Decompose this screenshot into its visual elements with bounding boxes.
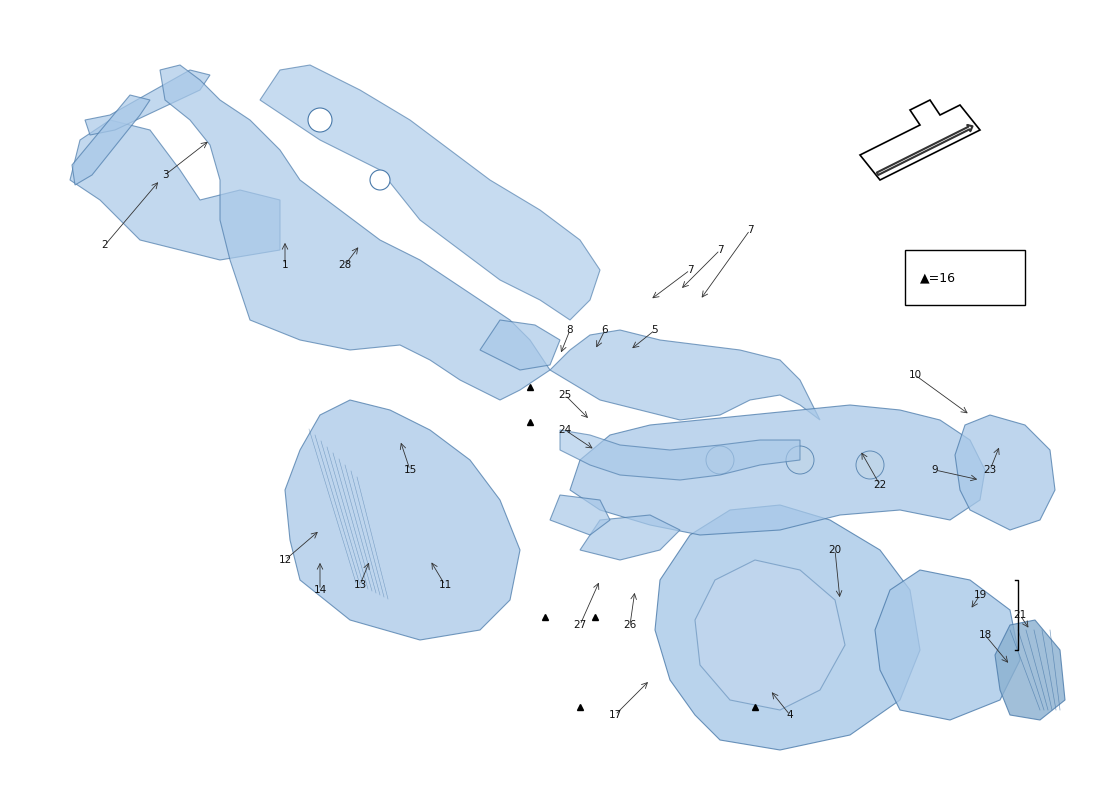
Polygon shape [70, 120, 280, 260]
Text: 8: 8 [566, 325, 573, 335]
Polygon shape [160, 65, 550, 400]
Text: 22: 22 [873, 480, 887, 490]
Polygon shape [955, 415, 1055, 530]
Text: 12: 12 [278, 555, 292, 565]
Polygon shape [85, 70, 210, 135]
Polygon shape [560, 430, 800, 480]
Text: 9: 9 [932, 465, 938, 475]
Text: 5: 5 [651, 325, 658, 335]
Polygon shape [570, 405, 984, 535]
Text: 6: 6 [602, 325, 608, 335]
Text: 11: 11 [439, 580, 452, 590]
Text: ▲=16: ▲=16 [920, 271, 956, 285]
Text: 18: 18 [978, 630, 991, 640]
Text: 28: 28 [339, 260, 352, 270]
Polygon shape [72, 95, 150, 185]
Circle shape [786, 446, 814, 474]
Polygon shape [695, 560, 845, 710]
Text: 19: 19 [974, 590, 987, 600]
Text: 20: 20 [828, 545, 842, 555]
Text: 7: 7 [686, 265, 693, 275]
Text: 25: 25 [559, 390, 572, 400]
Text: 7: 7 [717, 245, 724, 255]
Polygon shape [874, 570, 1020, 720]
Circle shape [706, 446, 734, 474]
Circle shape [856, 451, 884, 479]
Text: 3: 3 [162, 170, 168, 180]
Polygon shape [580, 515, 680, 560]
Text: 17: 17 [608, 710, 622, 720]
Polygon shape [550, 330, 820, 420]
Text: 15: 15 [404, 465, 417, 475]
Text: 26: 26 [624, 620, 637, 630]
Text: 7: 7 [747, 225, 754, 235]
Text: 21: 21 [1013, 610, 1026, 620]
Text: 1: 1 [282, 260, 288, 270]
Polygon shape [285, 400, 520, 640]
Text: 4: 4 [786, 710, 793, 720]
Text: 23: 23 [983, 465, 997, 475]
Text: 24: 24 [559, 425, 572, 435]
Text: 14: 14 [314, 585, 327, 595]
Polygon shape [860, 100, 980, 180]
Text: 13: 13 [353, 580, 366, 590]
Circle shape [370, 170, 390, 190]
Polygon shape [480, 320, 560, 370]
Text: 27: 27 [573, 620, 586, 630]
Polygon shape [996, 620, 1065, 720]
Polygon shape [550, 495, 610, 535]
Text: 2: 2 [101, 240, 108, 250]
Polygon shape [654, 505, 920, 750]
FancyBboxPatch shape [905, 250, 1025, 305]
Text: 10: 10 [909, 370, 922, 380]
Circle shape [308, 108, 332, 132]
Polygon shape [260, 65, 600, 320]
